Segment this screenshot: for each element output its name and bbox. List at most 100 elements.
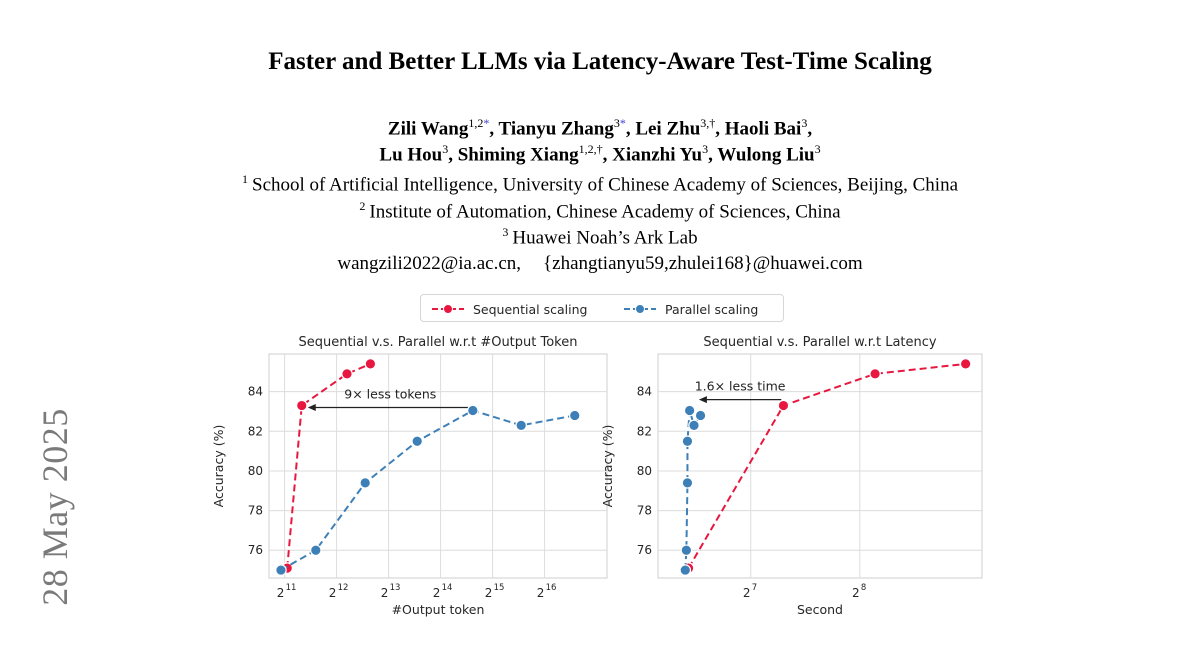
data-point-parallel — [275, 564, 287, 576]
author-affiliation-marker: 1,2,† — [578, 142, 603, 156]
author-equal-contribution-mark: * — [619, 116, 626, 130]
x-axis-label: #Output token — [392, 602, 485, 617]
y-axis-label: Accuracy (%) — [600, 425, 615, 508]
author-name: Lu Hou — [379, 144, 443, 166]
author-line-1: Zili Wang1,2*, Tianyu Zhang3*, Lei Zhu3,… — [387, 116, 813, 140]
y-axis-label: Accuracy (%) — [211, 425, 226, 508]
x-tick-label: 2 — [381, 586, 389, 600]
y-tick-label: 80 — [637, 464, 652, 478]
author-name: Wulong Liu — [717, 144, 815, 166]
author-equal-contribution-mark: * — [483, 116, 490, 130]
affiliation-1-number: 1 — [242, 172, 248, 186]
series-line-sequential — [687, 362, 966, 569]
affiliation-3-text: Huawei Noah’s Ark Lab — [512, 227, 698, 249]
author-affiliation-marker: 3 — [814, 142, 821, 156]
x-tick-label: 2 — [743, 586, 751, 600]
author-affiliation-marker: 3 — [613, 116, 620, 130]
data-point-parallel — [681, 477, 694, 489]
y-tick-label: 76 — [637, 543, 652, 557]
data-point-sequential — [295, 399, 308, 412]
y-tick-label: 80 — [248, 464, 263, 478]
x-tick-label: 2 — [537, 586, 545, 600]
author-affiliation-marker: 3 — [702, 142, 709, 156]
affiliation-2-number: 2 — [359, 199, 366, 213]
data-point-parallel — [359, 477, 371, 489]
annotation-label: 9× less tokens — [344, 387, 436, 402]
email-second: {zhangtianyu59,zhulei168}@huawei.com — [543, 253, 863, 274]
author-name: Xianzhi Yu — [612, 144, 703, 166]
annotation-label: 1.6× less time — [695, 379, 786, 394]
y-tick-label: 84 — [637, 385, 652, 399]
x-tick-label: 2 — [485, 586, 493, 600]
author-name: Shiming Xiang — [457, 144, 579, 166]
x-tick-exponent: 16 — [546, 583, 557, 593]
legend-entry-sequential: Sequential scaling — [431, 299, 587, 319]
data-point-parallel — [683, 404, 696, 417]
legend-swatch-sequential — [432, 304, 464, 314]
legend-label-sequential: Sequential scaling — [473, 301, 588, 317]
legend-label-parallel: Parallel scaling — [665, 301, 759, 317]
x-tick-exponent: 14 — [442, 583, 453, 593]
affiliation-1-text: School of Artificial Intelligence, Unive… — [252, 174, 958, 196]
affiliation-1: 1 School of Artificial Intelligence, Univ… — [0, 172, 1200, 196]
y-tick-label: 84 — [248, 385, 263, 399]
data-point-parallel — [688, 419, 700, 432]
x-tick-label: 2 — [277, 586, 285, 600]
data-point-parallel — [680, 544, 693, 557]
author-name: Zili Wang — [387, 118, 469, 140]
data-point-parallel — [694, 409, 707, 422]
legend-swatch-parallel — [624, 304, 656, 314]
annotation-arrow-head — [307, 404, 316, 412]
affiliation-2: 2 Institute of Automation, Chinese Academ… — [0, 199, 1200, 223]
x-tick-exponent: 15 — [494, 583, 505, 593]
x-tick-label: 2 — [329, 586, 337, 600]
x-tick-exponent: 12 — [338, 583, 349, 593]
data-point-sequential — [777, 399, 790, 412]
email-first: wangzili2022@ia.ac.cn, — [337, 253, 522, 274]
data-point-parallel — [681, 435, 694, 448]
author-name: Haoli Bai — [724, 118, 802, 140]
data-point-sequential — [364, 358, 377, 370]
x-axis-label: Second — [797, 602, 843, 617]
data-point-sequential — [959, 358, 972, 370]
data-point-sequential — [869, 368, 881, 380]
x-tick-exponent: 13 — [390, 583, 401, 593]
series-line-sequential — [286, 362, 371, 569]
data-point-parallel — [679, 564, 692, 576]
author-affiliation-marker: 3 — [442, 142, 449, 156]
x-tick-label: 2 — [852, 586, 860, 600]
arxiv-side-date: 28 May 2025 — [30, 407, 80, 607]
x-tick-exponent: 8 — [861, 583, 866, 593]
affiliation-3: 3 Huawei Noah’s Ark Lab — [0, 225, 1200, 249]
data-point-sequential — [341, 368, 353, 380]
data-point-parallel — [411, 435, 423, 448]
side-date-text: 28 May 2025 — [35, 408, 75, 606]
author-affiliation-marker: 1,2 — [468, 116, 484, 130]
author-affiliation-marker: 3,† — [700, 116, 716, 130]
data-point-parallel — [310, 544, 322, 557]
author-affiliation-marker: 3 — [801, 116, 808, 130]
y-tick-label: 76 — [248, 543, 263, 557]
affiliation-2-text: Institute of Automation, Chinese Academy… — [369, 201, 841, 223]
y-tick-label: 82 — [248, 424, 263, 438]
author-name: Lei Zhu — [635, 118, 701, 140]
y-tick-label: 78 — [637, 504, 652, 518]
legend-entry-parallel: Parallel scaling — [623, 299, 758, 319]
paper-title: Faster and Better LLMs via Latency-Aware… — [268, 48, 932, 75]
chart-title: Sequential v.s. Parallel w.r.t Latency — [703, 335, 937, 350]
data-point-parallel — [568, 409, 581, 422]
data-point-parallel — [515, 419, 527, 432]
author-line-2: Lu Hou3, Shiming Xiang1,2,†, Xianzhi Yu3… — [379, 142, 821, 166]
x-tick-exponent: 7 — [752, 583, 757, 593]
author-name: Tianyu Zhang — [498, 118, 614, 140]
affiliation-3-number: 3 — [502, 225, 509, 239]
author-emails: wangzili2022@ia.ac.cn, {zhangtianyu59,zhu… — [0, 253, 1200, 275]
chart-title: Sequential v.s. Parallel w.r.t #Output T… — [298, 335, 577, 350]
data-point-parallel — [467, 404, 479, 417]
figure-legend: Sequential scaling Parallel scaling — [420, 294, 784, 322]
x-tick-label: 2 — [433, 586, 441, 600]
x-tick-exponent: 11 — [286, 583, 297, 593]
y-tick-label: 82 — [637, 424, 652, 438]
